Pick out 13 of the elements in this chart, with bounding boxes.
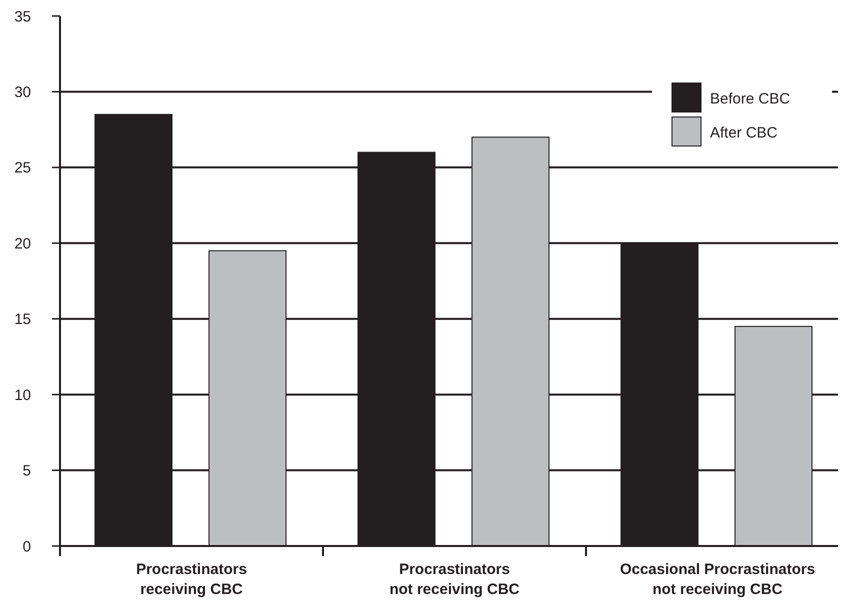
y-tick-label: 20 [14,235,31,252]
y-tick-label: 35 [14,8,31,26]
y-tick-label: 5 [22,462,31,480]
x-tick-label: Procrastinators receiving CBC [136,561,247,598]
y-tick-label: 0 [22,538,31,556]
legend-label: Before CBC [710,90,790,108]
legend-label: After CBC [710,124,778,142]
x-tick-label: Occasional Procrastinators not receiving CBC [620,561,816,598]
y-tick-label: 30 [14,84,31,101]
y-tick-label: 25 [14,160,31,177]
y-tick-label: 15 [14,311,31,328]
x-tick-label: Procrastinators not receiving CBC [389,561,520,598]
y-tick-label: 10 [14,386,31,404]
